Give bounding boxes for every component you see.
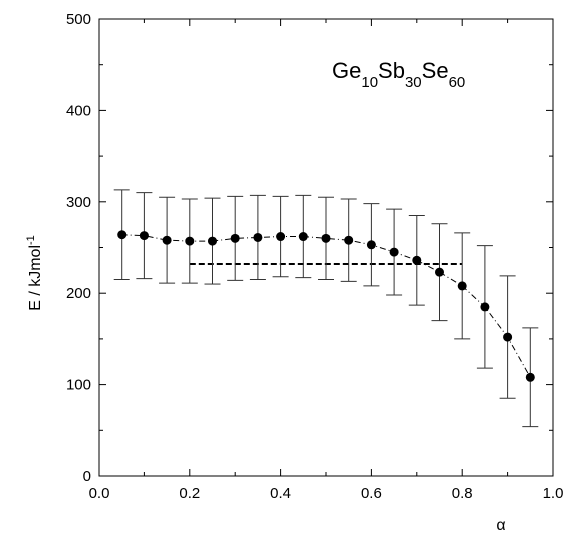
- chart-annotation: Ge10Sb30Se60: [332, 58, 465, 91]
- data-point: [457, 281, 467, 291]
- data-point: [139, 231, 149, 241]
- x-tick-label: 0.0: [89, 485, 110, 502]
- y-axis-label: E / kJmol-1: [25, 235, 44, 311]
- axis-ticks: [98, 18, 554, 477]
- annotation-subscript: 10: [361, 74, 378, 91]
- x-tick-label: 0.4: [270, 485, 291, 502]
- data-point: [503, 332, 513, 342]
- data-point: [208, 236, 217, 246]
- data-point: [253, 232, 263, 242]
- x-tick-label: 0.2: [179, 485, 200, 502]
- data-point: [480, 302, 490, 312]
- data-point: [298, 232, 308, 242]
- series-layer: [113, 189, 539, 428]
- data-point: [321, 233, 331, 243]
- x-tick-label: 1.0: [543, 485, 564, 502]
- y-tick-label: 400: [66, 102, 91, 119]
- annotation-element: Ge: [332, 58, 361, 83]
- data-point: [230, 233, 240, 243]
- data-point: [276, 232, 286, 242]
- annotation-element: Sb: [378, 58, 405, 83]
- x-tick-label: 0.8: [452, 485, 473, 502]
- y-axis-label-superscript: -1: [25, 235, 37, 245]
- data-point: [525, 372, 535, 382]
- y-tick-label: 0: [83, 468, 91, 485]
- x-axis-label: α: [496, 517, 505, 534]
- x-tick-label: 0.6: [361, 485, 382, 502]
- tick-labels: 0.0 0.2 0.4 0.6 0.8 1.0 0 100 200 300 400 500: [66, 11, 563, 502]
- annotation-subscript: 60: [449, 74, 466, 91]
- data-point: [185, 236, 195, 246]
- data-point: [344, 235, 354, 245]
- y-tick-label: 300: [66, 194, 91, 211]
- data-point: [389, 247, 399, 257]
- data-point: [117, 230, 127, 240]
- y-tick-label: 200: [66, 285, 91, 302]
- data-point: [162, 235, 172, 245]
- annotation-element: Se: [422, 58, 449, 83]
- y-tick-label: 100: [66, 377, 91, 394]
- data-point: [412, 255, 422, 265]
- data-point: [435, 267, 444, 277]
- data-point: [366, 240, 376, 250]
- y-tick-label: 500: [66, 11, 91, 28]
- annotation-subscript: 30: [405, 74, 422, 91]
